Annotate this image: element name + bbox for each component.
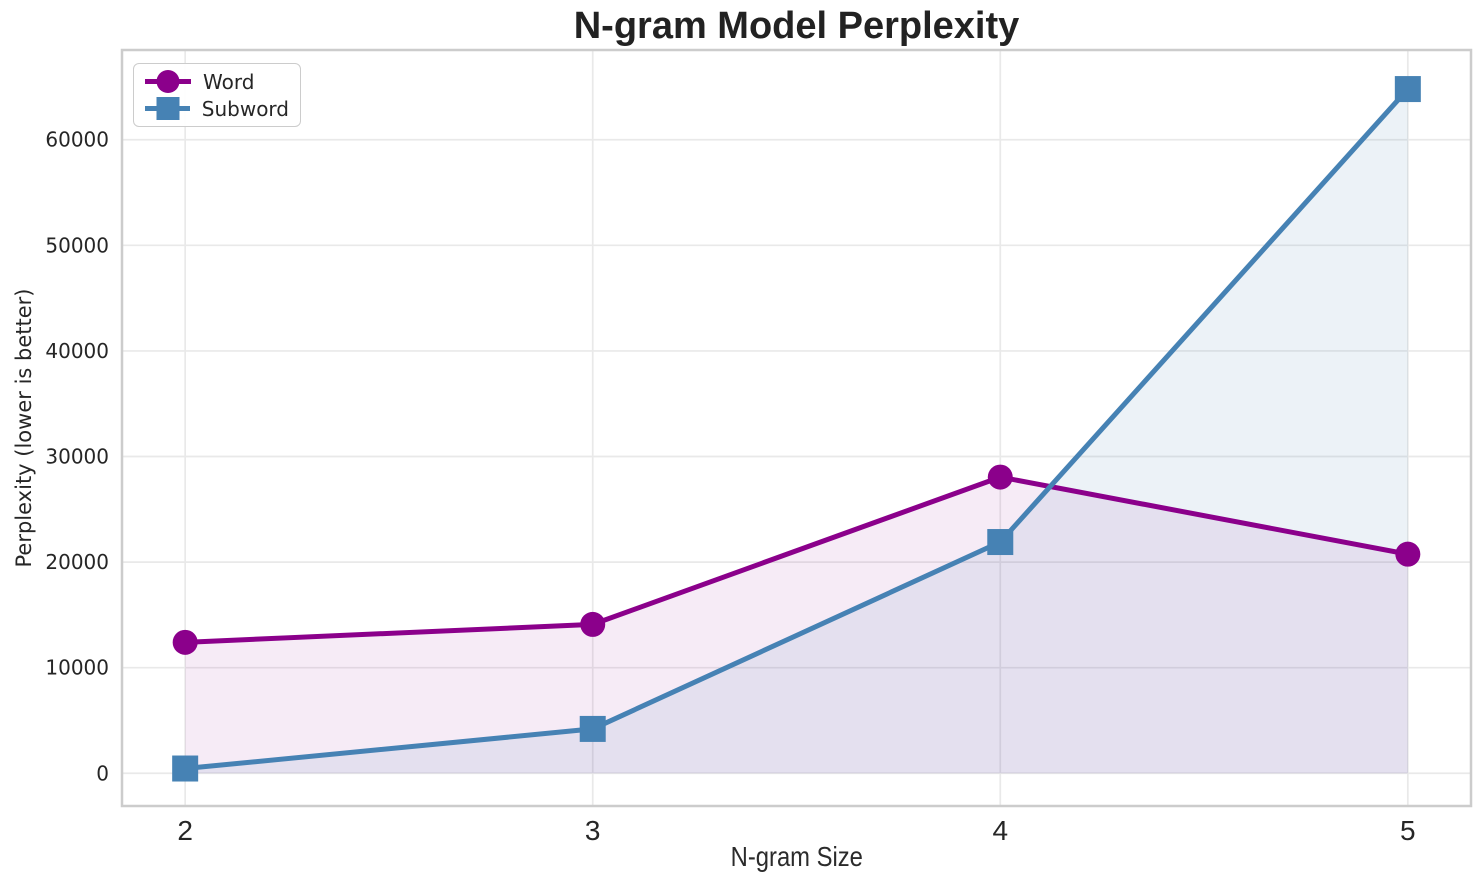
y-tick-label-10000: 10000 bbox=[45, 656, 109, 680]
plot-border bbox=[120, 48, 1473, 808]
legend: Word Subword bbox=[133, 63, 301, 127]
word-marker-2 bbox=[172, 629, 198, 655]
legend-label: Word bbox=[203, 69, 255, 94]
word-area-fill bbox=[185, 477, 1408, 774]
y-tick-label-0: 0 bbox=[96, 761, 109, 785]
word-marker-3 bbox=[580, 611, 606, 637]
y-tick-label-20000: 20000 bbox=[45, 550, 109, 574]
word-marker-5 bbox=[1395, 541, 1421, 567]
word-line bbox=[182, 474, 1411, 645]
subword-line bbox=[182, 86, 1411, 772]
subword-marker-4 bbox=[987, 529, 1014, 556]
word-marker-4 bbox=[987, 464, 1013, 490]
x-tick-label-3: 3 bbox=[585, 815, 601, 846]
subword-marker-2 bbox=[172, 755, 199, 782]
y-tick-label-30000: 30000 bbox=[45, 445, 109, 469]
subword-area-fill bbox=[185, 89, 1408, 774]
y-axis-label: Perplexity (lower is better) bbox=[12, 288, 36, 568]
subword-marker-3 bbox=[579, 715, 606, 742]
y-tick-label-50000: 50000 bbox=[45, 233, 109, 257]
legend-item-subword: Subword bbox=[145, 95, 289, 122]
y-tick-label-40000: 40000 bbox=[45, 339, 109, 363]
x-tick-label-5: 5 bbox=[1400, 815, 1416, 846]
y-tick-label-60000: 60000 bbox=[45, 128, 109, 152]
x-axis-label: N-gram Size bbox=[122, 841, 1471, 873]
word-legend-marker-icon bbox=[145, 70, 191, 93]
subword-legend-marker-icon bbox=[145, 97, 190, 120]
legend-item-word: Word bbox=[145, 68, 289, 95]
subword-marker-5 bbox=[1394, 76, 1421, 103]
x-axis-label-text: N-gram Size bbox=[730, 841, 863, 872]
x-tick-label-2: 2 bbox=[177, 815, 193, 846]
chart-title: N-gram Model Perplexity bbox=[573, 5, 1020, 47]
legend-label: Subword bbox=[201, 96, 289, 121]
x-tick-label-4: 4 bbox=[992, 815, 1008, 846]
